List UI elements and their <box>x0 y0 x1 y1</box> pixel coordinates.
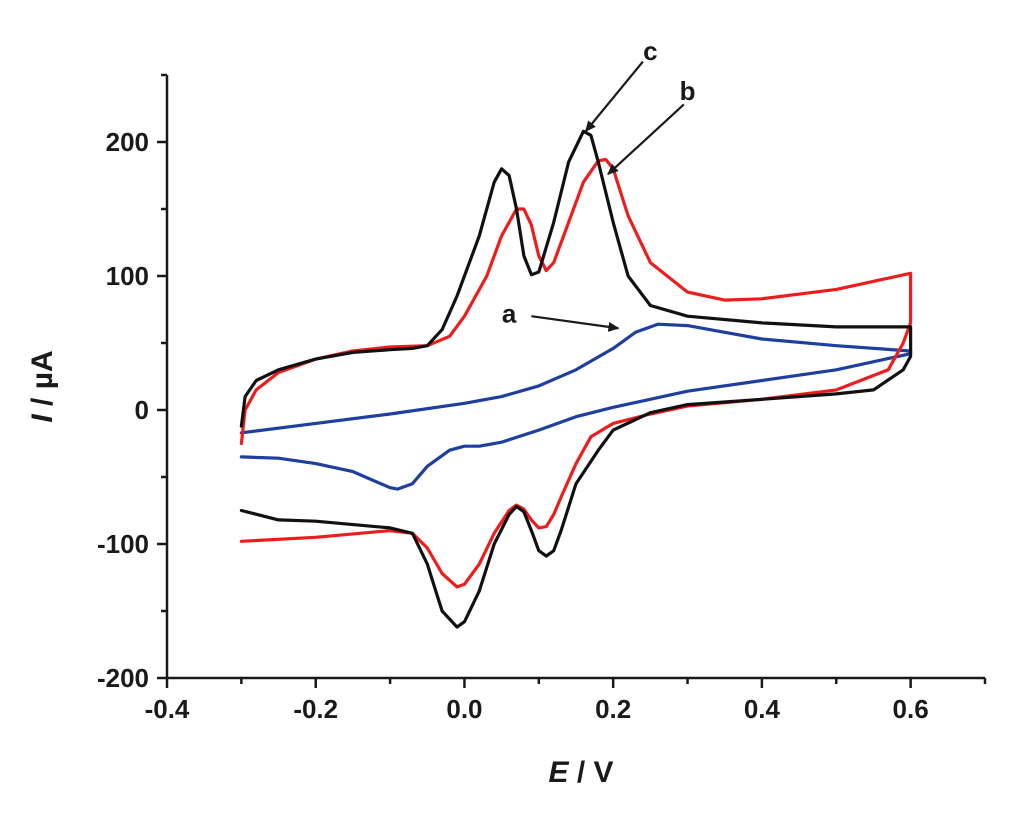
cv-curve-c <box>239 129 913 629</box>
y-tick-label: -100 <box>97 529 149 559</box>
x-axis-title: E / V <box>548 756 613 789</box>
y-tick-label: 200 <box>106 127 149 157</box>
y-axis-title: I / µA <box>26 350 59 422</box>
axes: -0.4 -0.2 0.0 0.2 0.4 0.6 -200 -100 0 100 200 <box>97 73 987 724</box>
x-tick-label: -0.4 <box>145 694 190 724</box>
x-tick-label: 0.4 <box>744 694 781 724</box>
curve-layer <box>239 129 913 629</box>
y-axis-symbol: I <box>26 414 59 423</box>
cv-curve-b <box>239 157 913 589</box>
curve-label-b: b <box>680 76 696 106</box>
annotation-layer: a bc <box>502 36 696 332</box>
curve-label-a: a <box>502 299 517 329</box>
x-axis-symbol: E <box>548 756 569 789</box>
annotation-arrow-a <box>531 315 620 332</box>
x-tick-label: 0.6 <box>893 694 929 724</box>
y-tick-label: -200 <box>97 663 149 693</box>
x-tick-label: -0.2 <box>293 694 338 724</box>
curve-label-c: c <box>643 36 657 66</box>
y-tick-label: 0 <box>135 395 149 425</box>
x-tick-label: 0.2 <box>595 694 631 724</box>
annotation-arrow-b <box>607 103 685 175</box>
y-tick-label: 100 <box>106 261 149 291</box>
x-tick-label: 0.0 <box>446 694 482 724</box>
x-axis-unit: / V <box>569 756 614 789</box>
cv-curve-a <box>239 322 913 491</box>
y-axis-unit: / µA <box>26 350 59 414</box>
annotation-arrow-c <box>584 60 644 133</box>
